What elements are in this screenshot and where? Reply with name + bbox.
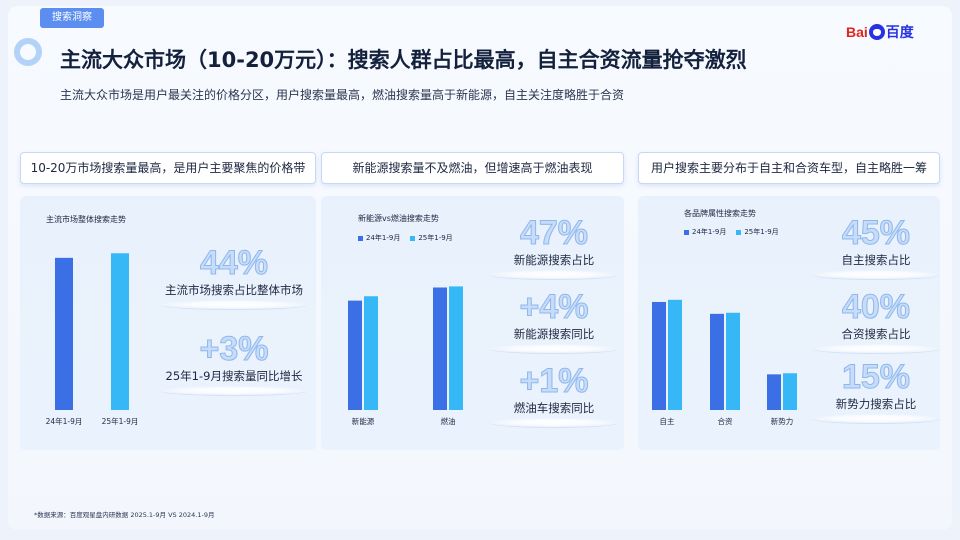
stat-3-1: 45% 自主搜索占比 xyxy=(812,216,940,280)
x-tick-label: 合资 xyxy=(718,416,733,426)
baidu-paw-icon xyxy=(868,24,885,40)
stat-value: 47% xyxy=(519,214,589,252)
stat-label: 新能源搜索同比 xyxy=(513,327,595,341)
stat-2-3: +1% 燃油车搜索同比 xyxy=(490,364,618,428)
logo-text-cn: 百度 xyxy=(885,24,914,40)
stat-underline xyxy=(160,300,308,310)
section-tag: 搜索洞察 xyxy=(40,8,104,28)
stat-label: 新能源搜索占比 xyxy=(513,253,595,267)
decorative-ring-icon xyxy=(14,38,42,66)
legend-item: 24年1-9月 xyxy=(358,233,400,243)
stat-underline xyxy=(812,270,940,280)
bar xyxy=(348,300,362,410)
legend-item: 25年1-9月 xyxy=(736,227,779,237)
stat-underline xyxy=(490,270,618,280)
bar xyxy=(55,257,73,410)
bar xyxy=(652,301,666,410)
stat-value: 15% xyxy=(841,358,911,396)
stat-value: +1% xyxy=(519,362,589,400)
chart-1-svg: 24年1-9月 25年1-9月 xyxy=(46,253,139,426)
bar xyxy=(433,287,447,410)
bar xyxy=(449,286,463,410)
stat-label: 主流市场搜索占比整体市场 xyxy=(165,283,303,297)
chart-2-legend: 24年1-9月 25年1-9月 xyxy=(358,233,453,243)
stat-value: 44% xyxy=(199,244,269,282)
x-tick-label: 自主 xyxy=(660,416,675,426)
stat-2-1: 47% 新能源搜索占比 xyxy=(490,216,618,280)
chart-3-legend: 24年1-9月 25年1-9月 xyxy=(684,227,779,237)
bar xyxy=(767,374,781,410)
stat-label: 合资搜索占比 xyxy=(841,327,911,341)
stat-underline xyxy=(490,344,618,354)
stat-underline xyxy=(812,414,940,424)
stat-label: 25年1-9月搜索量同比增长 xyxy=(165,369,303,383)
x-tick-label: 新势力 xyxy=(771,416,794,426)
legend-item: 24年1-9月 xyxy=(684,227,726,237)
stat-label: 新势力搜索占比 xyxy=(835,397,917,411)
footnote: *数据来源：百度观星盘内研数据 2025.1-9月 VS 2024.1-9月 xyxy=(34,511,215,519)
stat-value: +4% xyxy=(519,288,589,326)
chart-2-title: 新能源vs燃油搜索走势 xyxy=(358,214,439,223)
bar xyxy=(726,312,740,410)
stat-2-2: +4% 新能源搜索同比 xyxy=(490,290,618,354)
chart-1-title: 主流市场整体搜索走势 xyxy=(46,215,126,224)
baidu-logo: Bai 百度 xyxy=(846,22,914,42)
x-tick-label: 燃油 xyxy=(441,416,456,426)
stat-label: 自主搜索占比 xyxy=(841,253,911,267)
logo-text-latin: Bai xyxy=(846,24,868,40)
legend-label: 24年1-9月 xyxy=(692,228,727,236)
legend-label: 25年1-9月 xyxy=(744,228,779,236)
stat-underline xyxy=(490,418,618,428)
stat-value: 45% xyxy=(841,214,911,252)
legend-label: 25年1-9月 xyxy=(418,234,453,242)
stat-underline xyxy=(160,386,308,396)
bar xyxy=(111,253,129,410)
legend-swatch xyxy=(358,235,363,241)
stat-label: 燃油车搜索同比 xyxy=(513,401,595,415)
chart-2-svg: 新能源 燃油 xyxy=(348,286,463,426)
page-title: 主流大众市场（10-20万元）：搜索人群占比最高，自主合资流量抢夺激烈 xyxy=(60,48,747,72)
chart-3-title: 各品牌属性搜索走势 xyxy=(684,209,756,218)
legend-swatch xyxy=(736,229,742,235)
legend-item: 25年1-9月 xyxy=(410,233,453,243)
column-3-heading: 用户搜索主要分布于自主和合资车型，自主略胜一筹 xyxy=(638,152,940,184)
stat-3-2: 40% 合资搜索占比 xyxy=(812,290,940,354)
stat-value: 40% xyxy=(841,288,911,326)
stat-3-3: 15% 新势力搜索占比 xyxy=(812,360,940,424)
x-tick-label: 新能源 xyxy=(352,416,375,426)
bar xyxy=(668,299,682,410)
stat-value: +3% xyxy=(199,330,269,368)
x-tick-label: 24年1-9月 xyxy=(46,416,83,426)
legend-label: 24年1-9月 xyxy=(366,234,401,242)
legend-swatch xyxy=(684,229,689,235)
stat-underline xyxy=(812,344,940,354)
chart-3-svg: 自主 合资 新势力 xyxy=(652,299,797,426)
column-2-heading: 新能源搜索量不及燃油，但增速高于燃油表现 xyxy=(321,152,624,184)
legend-swatch xyxy=(410,235,416,241)
stat-1-2: +3% 25年1-9月搜索量同比增长 xyxy=(160,332,308,396)
bar xyxy=(710,313,724,410)
column-1-heading: 10-20万市场搜索量最高，是用户主要聚焦的价格带 xyxy=(20,152,316,184)
stat-1-1: 44% 主流市场搜索占比整体市场 xyxy=(160,246,308,310)
bar xyxy=(783,373,797,410)
page-subtitle: 主流大众市场是用户最关注的价格分区，用户搜索量最高，燃油搜索量高于新能源，自主关… xyxy=(60,88,625,102)
bar xyxy=(364,296,378,410)
x-tick-label: 25年1-9月 xyxy=(102,416,139,426)
